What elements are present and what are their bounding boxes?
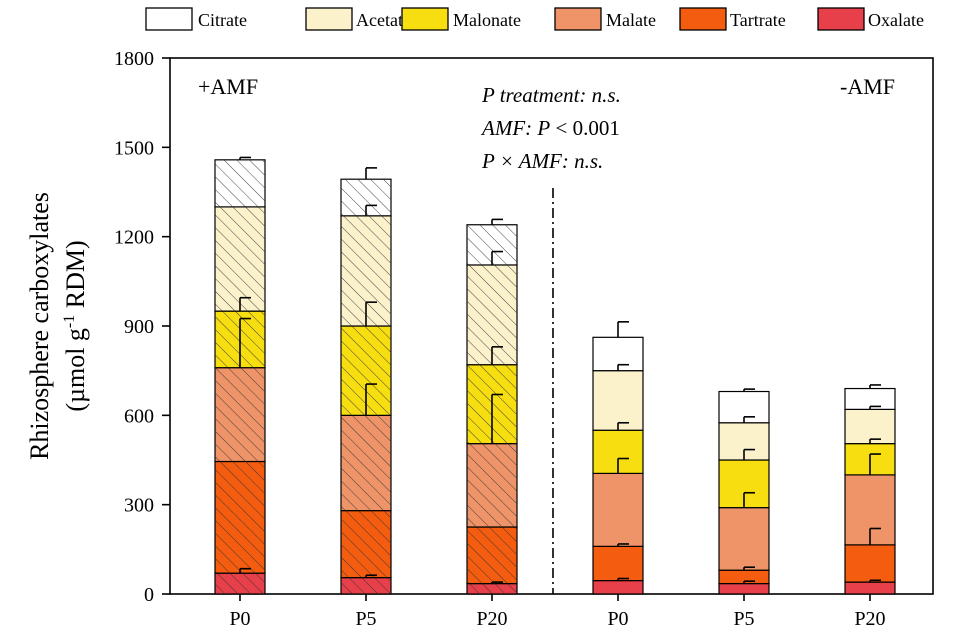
bar-segment-oxalate: [718, 582, 770, 595]
x-tick-label: P0: [229, 608, 250, 630]
y-tick-label: 0: [144, 584, 154, 606]
bar-segment-tartrate: [844, 544, 896, 583]
bar-segment-malate: [592, 472, 644, 547]
legend-swatch-oxalate: [817, 7, 865, 31]
x-tick-label: P5: [355, 608, 376, 630]
x-tick-label: P5: [733, 608, 754, 630]
bar-hatch-malate: [341, 415, 391, 511]
bar-hatch-tartrate: [467, 527, 517, 584]
bar-segment-tartrate: [592, 545, 644, 582]
y-tick-label: 1200: [114, 227, 154, 249]
y-tick-label: 300: [124, 495, 154, 517]
y-tick-label: 600: [124, 405, 154, 427]
bar-segment-acetate: [592, 370, 644, 431]
legend-label-oxalate: Oxalate: [868, 10, 924, 30]
bar-stacks: [214, 159, 896, 595]
bar-segment-oxalate: [844, 581, 896, 595]
legend-label-acetate: Acetate: [356, 10, 411, 30]
bar-segment-oxalate: [592, 579, 644, 595]
legend-label-citrate: Citrate: [198, 10, 247, 30]
y-axis-label-line1: Rhizosphere carboxylates: [25, 192, 54, 460]
legend-label-tartrate: Tartrate: [730, 10, 786, 30]
bar-hatch-citrate: [215, 159, 265, 207]
bar-hatch-oxalate: [215, 573, 265, 594]
legend-label-malate: Malate: [606, 10, 656, 30]
legend: Citrate Acetate Malonate Malate Tartrate Oxal…: [145, 7, 924, 31]
x-tick-label: P20: [854, 608, 885, 630]
y-axis-label-line2: (µmol g-1 RDM): [61, 240, 90, 411]
y-tick-label: 1500: [114, 137, 154, 159]
y-axis: 0 300 600 900 1200 1500 1800: [114, 48, 170, 606]
x-tick-label: P0: [607, 608, 628, 630]
amf-plus-label: +AMF: [198, 74, 258, 99]
error-bars: [239, 156, 881, 584]
bar-segment-malate: [718, 507, 770, 571]
legend-swatch-citrate: [145, 7, 193, 31]
legend-swatch-malonate: [401, 7, 449, 31]
bar-hatch-malate: [467, 443, 517, 527]
bar-hatch-oxalate: [341, 577, 391, 594]
y-axis-label: Rhizosphere carboxylates (µmol g-1 RDM): [25, 192, 90, 460]
stat-p-treatment: P treatment: n.s.: [481, 83, 621, 107]
bar-hatch-acetate: [215, 206, 265, 312]
amf-minus-label: -AMF: [840, 74, 895, 99]
legend-swatch-malate: [554, 7, 602, 31]
bar-hatch-oxalate: [467, 583, 517, 594]
stat-interaction: P × AMF: n.s.: [481, 149, 603, 173]
stat-amf: AMF: P < 0.001: [480, 116, 620, 140]
x-axis: P0 P5 P20 P0 P5 P20: [229, 594, 886, 630]
bar-hatch-tartrate: [215, 461, 265, 574]
legend-label-malonate: Malonate: [453, 10, 521, 30]
x-tick-label: P20: [476, 608, 507, 630]
y-tick-label: 900: [124, 316, 154, 338]
legend-swatch-acetate: [305, 7, 353, 31]
y-tick-label: 1800: [114, 48, 154, 70]
legend-swatch-tartrate: [679, 7, 727, 31]
bar-hatch-malate: [215, 367, 265, 462]
bar-hatch-tartrate: [341, 510, 391, 578]
